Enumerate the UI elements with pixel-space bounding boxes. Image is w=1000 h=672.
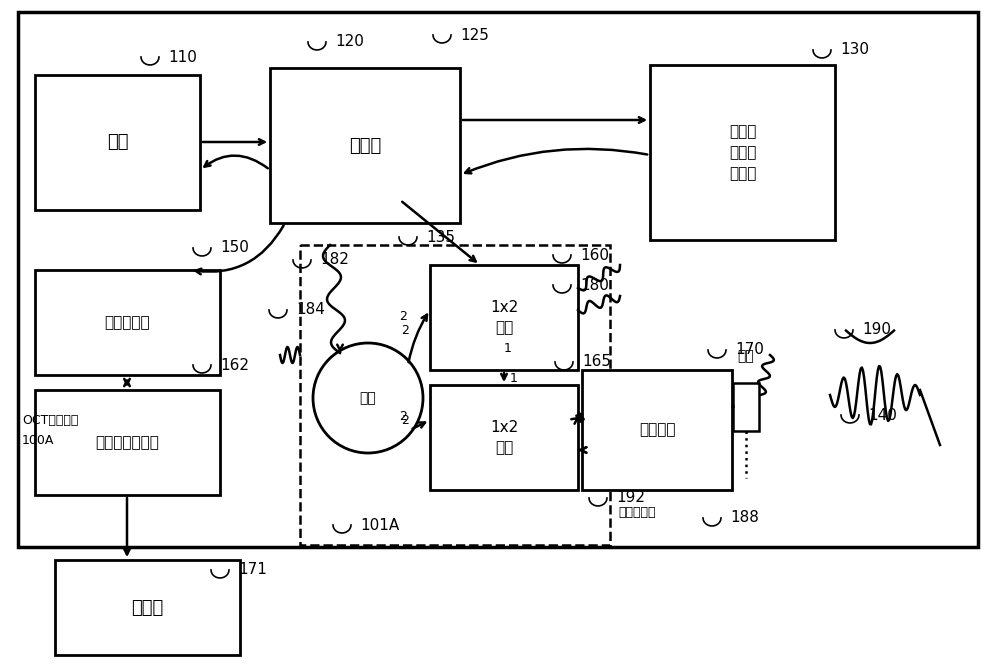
- Bar: [35, 75, 200, 210]
- Text: 纤维: 纤维: [360, 391, 376, 405]
- Bar: [733, 383, 759, 431]
- Bar: [55, 560, 240, 655]
- Text: 182: 182: [320, 253, 349, 267]
- Text: 190: 190: [862, 323, 891, 337]
- Text: 130: 130: [840, 42, 869, 58]
- Text: 2: 2: [399, 310, 407, 323]
- Text: 100A: 100A: [22, 433, 54, 446]
- Bar: [270, 68, 460, 223]
- Bar: [300, 245, 610, 545]
- Text: 171: 171: [238, 562, 267, 577]
- Text: 光源: 光源: [107, 134, 128, 151]
- Bar: [650, 65, 835, 240]
- Text: 120: 120: [335, 34, 364, 50]
- Text: 数字信号处理器: 数字信号处理器: [96, 435, 159, 450]
- Bar: [35, 270, 220, 375]
- Text: 101A: 101A: [360, 517, 399, 532]
- Text: 2: 2: [399, 411, 407, 423]
- Text: 2: 2: [401, 413, 409, 427]
- Bar: [35, 390, 220, 495]
- Text: 分光器: 分光器: [349, 136, 381, 155]
- Text: 180: 180: [580, 278, 609, 292]
- Text: 导管接口: 导管接口: [639, 423, 675, 437]
- Text: 170: 170: [735, 343, 764, 358]
- Text: 1x2
开关: 1x2 开关: [490, 300, 518, 335]
- Text: 125: 125: [460, 28, 489, 42]
- Bar: [18, 12, 978, 547]
- Text: 光学连接器: 光学连接器: [618, 505, 656, 519]
- Bar: [430, 385, 578, 490]
- Text: 188: 188: [730, 511, 759, 526]
- Text: 160: 160: [580, 247, 609, 263]
- Text: 135: 135: [426, 230, 455, 245]
- Text: 导管: 导管: [737, 349, 754, 363]
- Text: 192: 192: [616, 491, 645, 505]
- Text: 184: 184: [296, 302, 325, 317]
- Text: 1x2
开关: 1x2 开关: [490, 419, 518, 456]
- Text: 1: 1: [510, 372, 518, 384]
- Text: 140: 140: [868, 407, 897, 423]
- Text: 显示器: 显示器: [131, 599, 164, 616]
- Text: 110: 110: [168, 50, 197, 65]
- Text: 162: 162: [220, 358, 249, 372]
- Text: 可调节
位置的
参考镜: 可调节 位置的 参考镜: [729, 124, 756, 181]
- Text: 150: 150: [220, 241, 249, 255]
- Text: 165: 165: [582, 355, 611, 370]
- Text: 1: 1: [504, 341, 512, 355]
- Text: 光电二极管: 光电二极管: [105, 315, 150, 330]
- Bar: [430, 265, 578, 370]
- Text: 2: 2: [401, 323, 409, 337]
- Text: OCT成像引擎: OCT成像引擎: [22, 413, 78, 427]
- Bar: [582, 370, 732, 490]
